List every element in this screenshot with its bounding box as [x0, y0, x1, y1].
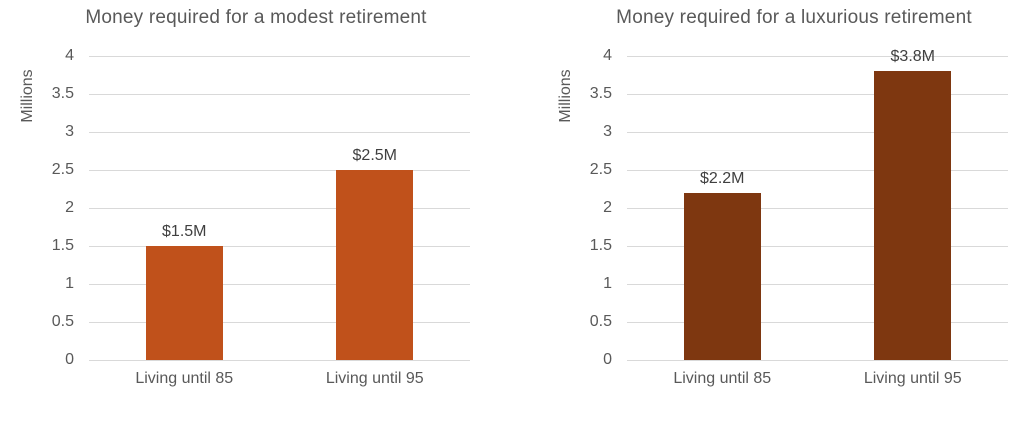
- data-label: $2.5M: [352, 147, 397, 164]
- chart-modest-retirement: Money required for a modest retirement M…: [0, 7, 470, 392]
- y-tick-label: 2.5: [589, 161, 612, 178]
- data-label: $2.2M: [700, 169, 745, 187]
- gridline: [89, 207, 470, 209]
- y-tick-label: 1: [65, 275, 74, 292]
- gridline: [89, 93, 470, 95]
- plot-area: $1.5M $2.5M: [89, 55, 470, 361]
- y-axis: 0 0.5 1 1.5 2 2.5 3 3.5 4: [538, 47, 612, 368]
- y-tick-label: 3.5: [589, 85, 612, 102]
- y-tick-label: 0.5: [589, 313, 612, 330]
- x-category-label: Living until 85: [135, 370, 234, 387]
- y-tick-label: 2.5: [51, 161, 74, 178]
- chart-title: Money required for a modest retirement: [85, 7, 427, 28]
- y-tick-label: 1: [603, 275, 612, 292]
- chart-title: Money required for a luxurious retiremen…: [616, 7, 972, 28]
- y-tick-label: 0.5: [51, 313, 74, 330]
- gridline: [627, 93, 1008, 95]
- y-tick-label: 4: [603, 47, 612, 64]
- y-axis: 0 0.5 1 1.5 2 2.5 3 3.5 4: [0, 47, 74, 368]
- gridline: [627, 169, 1008, 171]
- bar-living-until-85: [145, 246, 223, 360]
- gridline: [627, 283, 1008, 285]
- y-tick-label: 3.5: [51, 85, 74, 102]
- gridline: [89, 55, 470, 57]
- gridline: [627, 321, 1008, 323]
- bar-living-until-95: [874, 71, 952, 360]
- y-tick-label: 4: [65, 47, 74, 64]
- x-category-label: Living until 85: [673, 370, 772, 387]
- chart-luxurious-retirement: Money required for a luxurious retiremen…: [538, 0, 1024, 426]
- plot-area: $2.2M $3.8M: [627, 48, 1008, 361]
- y-tick-label: 3: [65, 123, 74, 140]
- gridline: [89, 245, 470, 247]
- y-tick-label: 0: [65, 351, 74, 368]
- gridline: [89, 283, 470, 285]
- x-axis: Living until 85 Living until 95: [89, 370, 470, 392]
- gridline: [89, 131, 470, 133]
- x-category-label: Living until 95: [325, 370, 424, 387]
- gridline: [89, 321, 470, 323]
- y-tick-label: 3: [603, 123, 612, 140]
- gridline: [89, 169, 470, 171]
- bar-living-until-85: [683, 192, 761, 360]
- y-tick-label: 1.5: [589, 237, 612, 254]
- x-category-label: Living until 95: [863, 370, 962, 387]
- y-tick-label: 2: [65, 199, 74, 216]
- data-label: $1.5M: [162, 223, 207, 240]
- data-label: $3.8M: [890, 48, 935, 66]
- gridline: [627, 245, 1008, 247]
- gridline: [627, 207, 1008, 209]
- x-axis: Living until 85 Living until 95: [627, 370, 1008, 392]
- bar-living-until-95: [336, 170, 414, 360]
- gridline: [89, 359, 470, 361]
- gridline: [627, 55, 1008, 57]
- gridline: [627, 131, 1008, 133]
- y-tick-label: 0: [603, 351, 612, 368]
- y-tick-label: 2: [603, 199, 612, 216]
- gridline: [627, 359, 1008, 361]
- y-tick-label: 1.5: [51, 237, 74, 254]
